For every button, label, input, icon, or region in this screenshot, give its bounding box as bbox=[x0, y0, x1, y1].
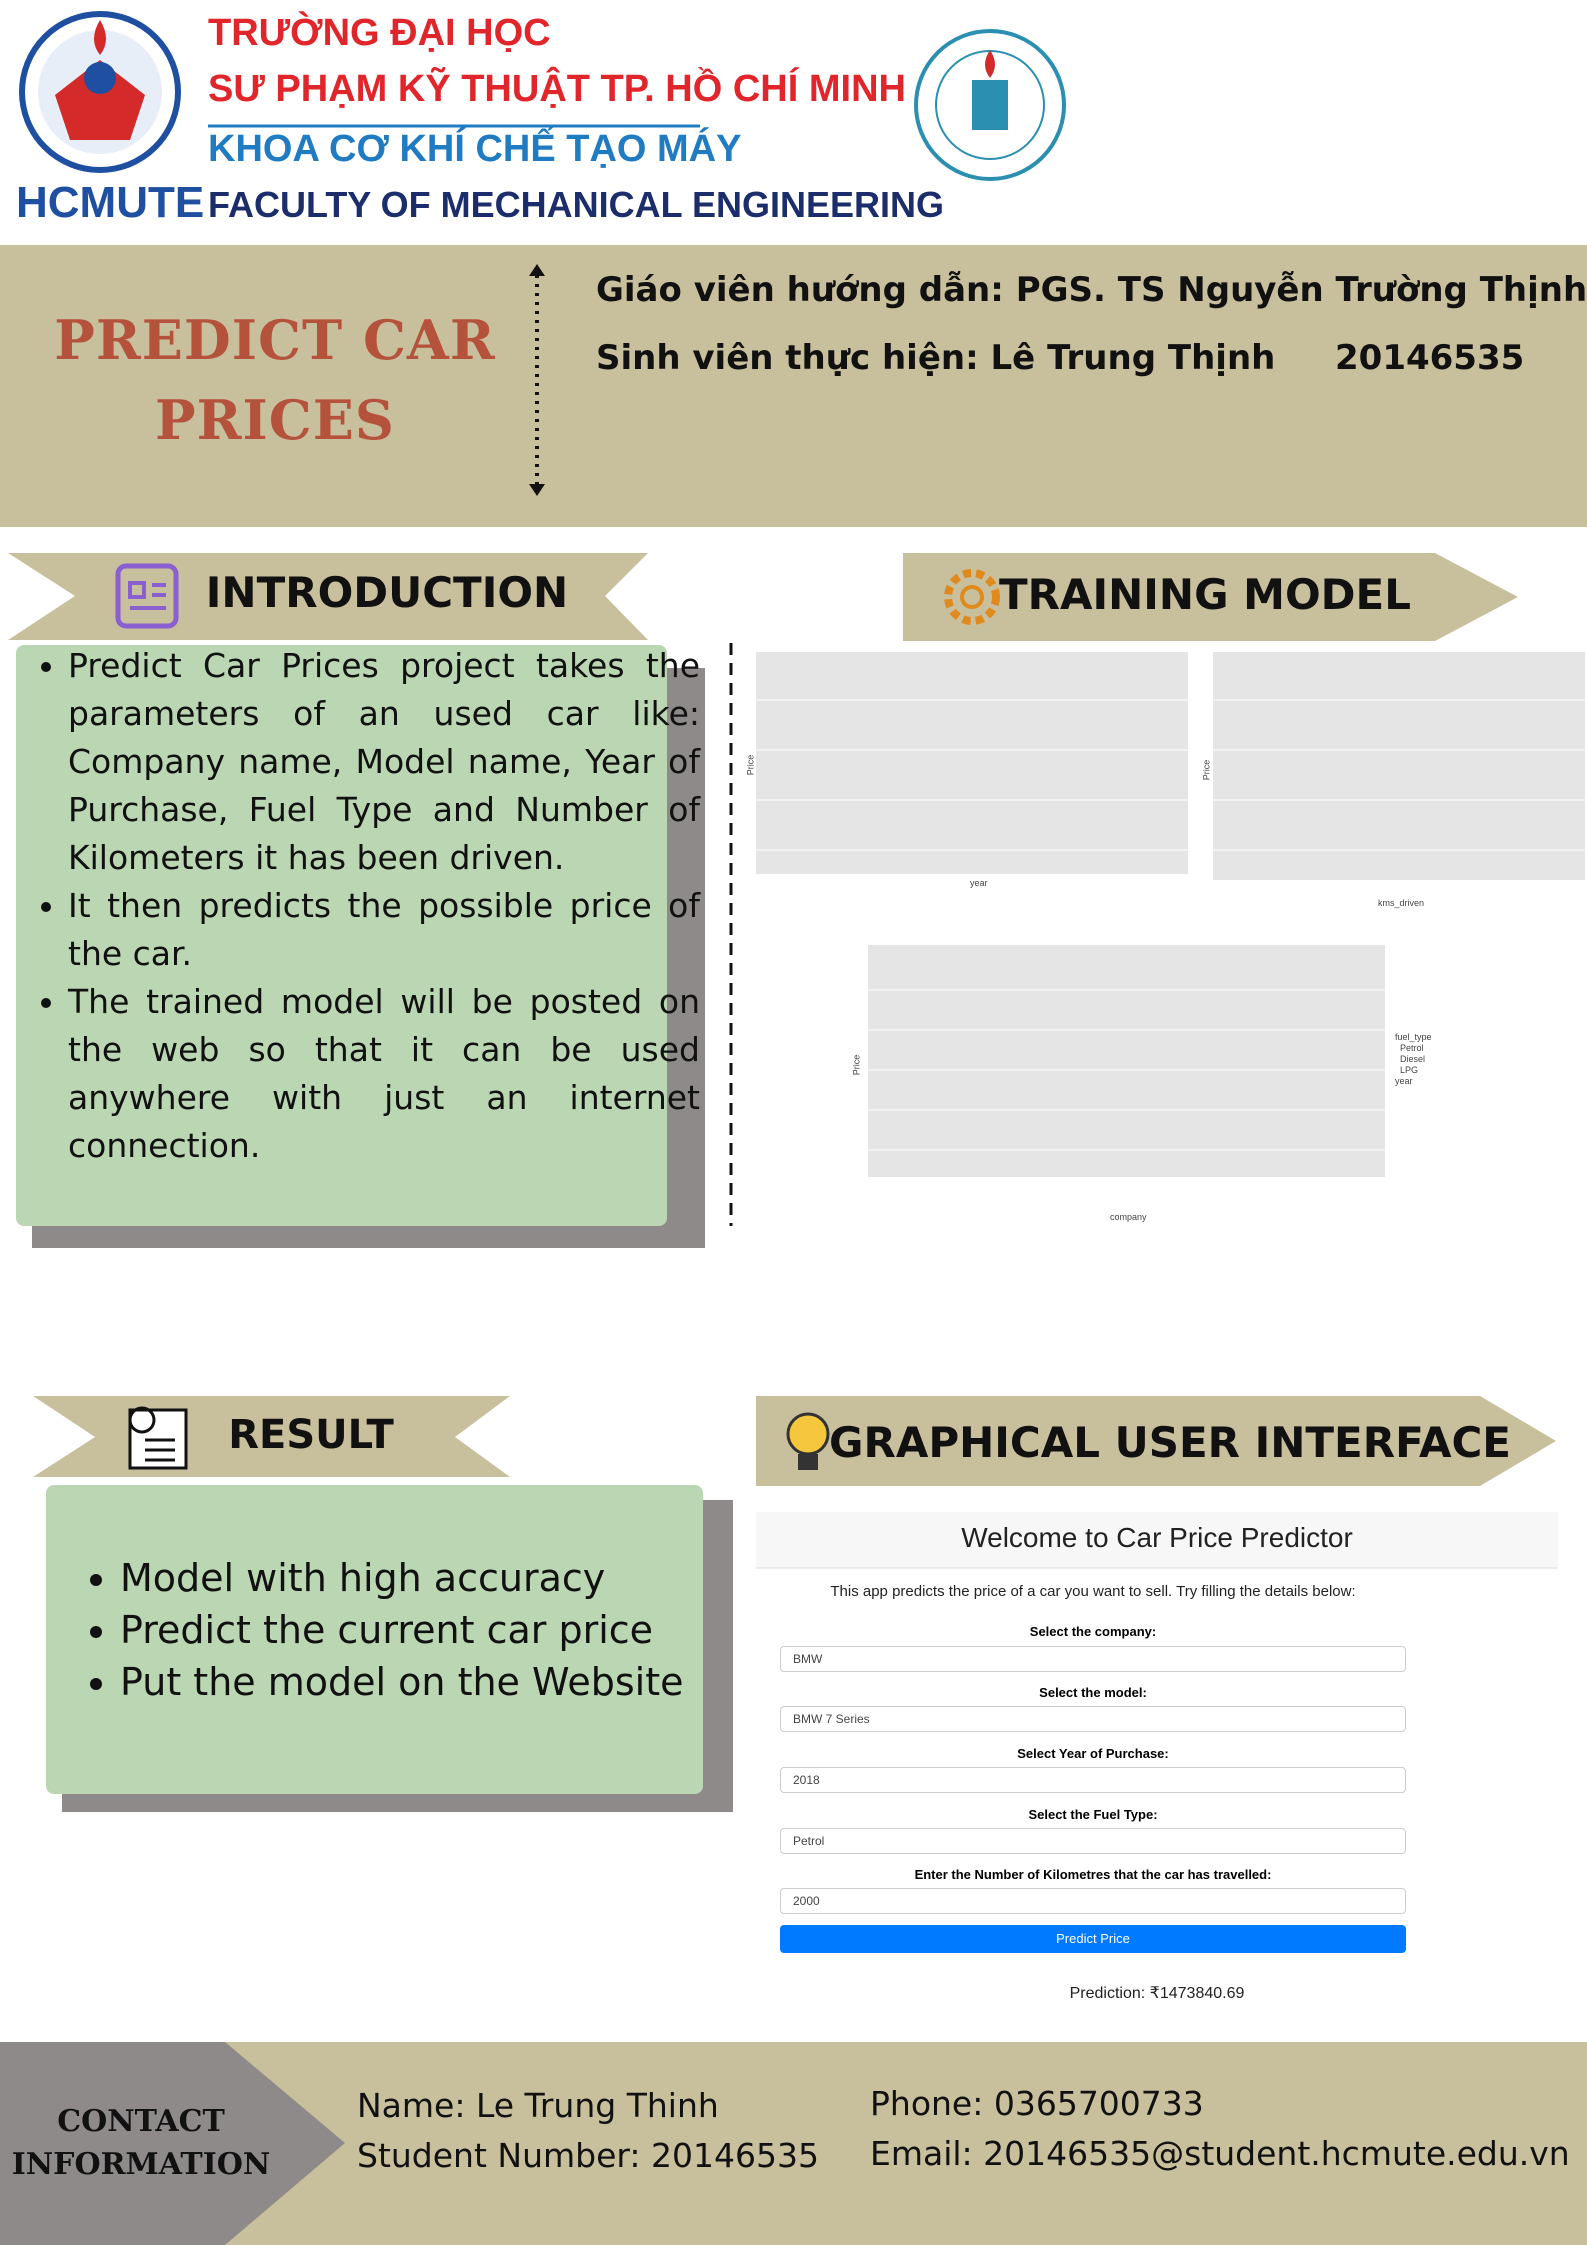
intro-bullet: It then predicts the possible price of t… bbox=[68, 882, 700, 978]
result-list: Model with high accuracy Predict the cur… bbox=[68, 1552, 740, 1708]
app-title: Welcome to Car Price Predictor bbox=[961, 1522, 1353, 1553]
section-heading: RESULT bbox=[228, 1412, 394, 1458]
training-banner bbox=[903, 553, 1518, 641]
field-label: Select the Fuel Type: bbox=[1028, 1807, 1158, 1822]
logo-text: HCMUTE bbox=[16, 178, 205, 227]
field-label: Select the company: bbox=[1029, 1624, 1157, 1639]
model-select[interactable]: BMW 7 Series bbox=[780, 1706, 1406, 1732]
university-line: TRƯỜNG ĐẠI HỌC bbox=[208, 12, 551, 54]
result-bullet: Model with high accuracy bbox=[120, 1552, 740, 1604]
gear-icon-hub bbox=[960, 585, 984, 609]
logo-flame bbox=[94, 20, 106, 55]
field-label: Enter the Number of Kilometres that the … bbox=[914, 1867, 1272, 1882]
field-label: Select Year of Purchase: bbox=[1017, 1746, 1169, 1761]
faculty-vi: KHOA CƠ KHÍ CHẾ TẠO MÁY bbox=[208, 128, 742, 170]
poster-title: PREDICT CAR bbox=[54, 308, 496, 372]
student-id: 20146535 bbox=[1335, 338, 1525, 378]
axis-label: Price bbox=[851, 1054, 862, 1076]
company-select[interactable]: BMW bbox=[780, 1646, 1406, 1672]
chart-grid bbox=[756, 699, 1585, 1151]
intro-banner bbox=[8, 553, 648, 640]
legend-text: Diesel bbox=[1400, 1054, 1426, 1064]
year-select[interactable]: 2018 bbox=[780, 1767, 1406, 1793]
chart-panel bbox=[756, 652, 1188, 874]
legend-text: LPG bbox=[1400, 1065, 1419, 1075]
emblem-flame bbox=[985, 50, 995, 78]
axis-label: company bbox=[1110, 1212, 1147, 1222]
prediction: Prediction: ₹1473840.69 bbox=[1069, 1985, 1245, 2002]
poster-title: PRICES bbox=[155, 388, 395, 452]
intro-box bbox=[16, 645, 667, 1226]
emblem-torch bbox=[972, 80, 1008, 130]
axis-label: Price bbox=[1201, 759, 1212, 781]
app-header bbox=[756, 1512, 1558, 1568]
axis-label: Price bbox=[745, 754, 756, 776]
contact-email: Email: 20146535@student.hcmute.edu.vn bbox=[870, 2134, 1570, 2173]
logo-gear bbox=[84, 62, 116, 94]
intro-icon bbox=[115, 563, 179, 629]
contact-chevron bbox=[0, 2042, 345, 2245]
bulb-base bbox=[798, 1454, 818, 1470]
intro-icon-lines bbox=[128, 581, 166, 610]
gear-icon bbox=[944, 569, 1000, 625]
logo-hands bbox=[55, 60, 145, 140]
chart-panel bbox=[1213, 652, 1585, 880]
university-line: SƯ PHẠM KỸ THUẬT TP. HỒ CHÍ MINH bbox=[208, 68, 906, 110]
student: Sinh viên thực hiện: Lê Trung Thịnh bbox=[596, 338, 1276, 378]
gui-banner bbox=[756, 1396, 1556, 1486]
kms-input[interactable]: 2000 bbox=[780, 1888, 1406, 1914]
legend-text: Petrol bbox=[1400, 1043, 1424, 1053]
legend-text: year bbox=[1395, 1076, 1413, 1086]
faculty-en: FACULTY OF MECHANICAL ENGINEERING bbox=[208, 184, 945, 225]
section-heading: INTRODUCTION bbox=[205, 568, 569, 617]
supervisor: Giáo viên hướng dẫn: PGS. TS Nguyễn Trườ… bbox=[596, 270, 1587, 310]
result-bullet: Predict the current car price bbox=[120, 1604, 740, 1656]
result-icon-lens bbox=[128, 1406, 156, 1434]
contact-heading: CONTACT INFORMATION bbox=[11, 2104, 271, 2182]
result-box bbox=[46, 1485, 703, 1794]
legend-text: fuel_type bbox=[1395, 1032, 1432, 1042]
contact-name: Name: Le Trung Thinh bbox=[357, 2086, 719, 2125]
contact-student-number: Student Number: 20146535 bbox=[357, 2136, 819, 2175]
section-heading: TRAINING MODEL bbox=[999, 570, 1411, 619]
section-heading: GRAPHICAL USER INTERFACE bbox=[829, 1418, 1511, 1467]
axis-label: kms_driven bbox=[1378, 898, 1425, 908]
result-bullet: Put the model on the Website bbox=[120, 1656, 740, 1708]
intro-bullet: Predict Car Prices project takes the par… bbox=[68, 642, 700, 882]
contact-phone: Phone: 0365700733 bbox=[870, 2084, 1204, 2123]
predict-button[interactable] bbox=[780, 1925, 1406, 1953]
app-subtitle: This app predicts the price of a car you… bbox=[830, 1583, 1356, 1600]
chart-panels bbox=[756, 652, 1585, 1177]
button-label[interactable]: Predict Price bbox=[1056, 1931, 1130, 1946]
title-band bbox=[0, 245, 1587, 527]
fuel-select[interactable]: Petrol bbox=[780, 1828, 1406, 1854]
intro-list: Predict Car Prices project takes the par… bbox=[16, 642, 700, 1170]
field-label: Select the model: bbox=[1039, 1685, 1147, 1700]
bulb-icon bbox=[786, 1412, 830, 1456]
axis-label: year bbox=[970, 878, 988, 888]
result-icon-lines bbox=[145, 1438, 175, 1462]
chart-panel bbox=[868, 945, 1385, 1177]
intro-bullet: The trained model will be posted on the … bbox=[68, 978, 700, 1170]
